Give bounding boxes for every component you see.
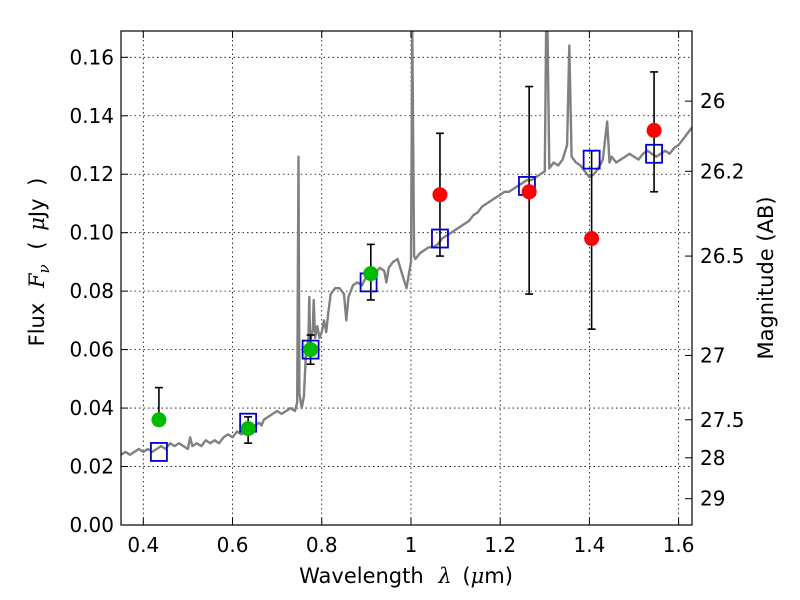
y2-tick-label: 29	[700, 487, 725, 511]
y-axis-title-symbol: F	[25, 272, 49, 289]
x-axis-title-symbol: λ	[437, 564, 451, 588]
infrared-data-point	[646, 122, 662, 138]
x-axis-title-prefix: Wavelength	[299, 564, 424, 588]
optical-data-point	[363, 266, 379, 282]
model-photometry-square	[645, 143, 663, 164]
plot-background	[121, 31, 692, 525]
optical-data-point	[151, 412, 167, 428]
y2-axis-title: Magnitude (AB)	[754, 196, 778, 359]
y2-tick-label: 28	[700, 446, 725, 470]
infrared-data-point	[584, 231, 600, 247]
y-axis-title-unit-rest: Jy	[25, 198, 49, 219]
y2-tick-label: 26.5	[700, 244, 745, 268]
x-axis-title: Wavelength λ (μm)	[299, 564, 513, 588]
x-tick-label: 0.8	[306, 533, 338, 557]
model-photometry-square	[582, 149, 601, 170]
y-tick-label: 0.12	[69, 162, 114, 186]
y-tick-label: 0.06	[69, 338, 114, 362]
model-photometry-square	[431, 228, 449, 249]
model-spectrum-line	[121, 31, 692, 456]
y-axis-title: Flux Fν ( μJy )	[25, 178, 54, 347]
y-tick-label: 0.14	[69, 104, 114, 128]
y-tick-label: 0.10	[69, 221, 114, 245]
infrared-data-point	[432, 187, 448, 203]
y-axis-title-unit-open: (	[25, 241, 49, 249]
optical-data-point	[240, 421, 256, 437]
axis-ticks: 0.4 0.6 0.8 1 1.2 1.4 1.6 0.00 0.02 0.04 0.06 0.08 0…	[69, 31, 745, 557]
y-axis-title-unit-mu: μ	[25, 217, 49, 231]
x-axis-title-unit-open: (	[462, 564, 470, 588]
y-tick-label: 0.00	[69, 513, 114, 537]
x-tick-label: 0.4	[127, 533, 159, 557]
data-layer	[121, 31, 692, 456]
y-tick-label: 0.16	[69, 45, 114, 69]
x-tick-label: 1	[405, 533, 418, 557]
x-axis-title-unit-rest: m)	[484, 564, 513, 588]
x-tick-label: 0.6	[217, 533, 249, 557]
data-markers	[150, 122, 663, 462]
x-tick-label: 1.2	[484, 533, 516, 557]
model-photometry-square	[301, 339, 320, 360]
optical-data-point	[303, 342, 319, 358]
y-tick-label: 0.04	[69, 396, 114, 420]
model-photometry-square	[150, 442, 168, 462]
plot-frame	[120, 30, 693, 526]
y2-tick-label: 27.5	[700, 408, 745, 432]
infrared-data-point	[521, 184, 537, 200]
y-axis-title-prefix: Flux	[25, 303, 49, 347]
x-axis-title-unit-mu: μ	[471, 564, 485, 588]
x-tick-label: 1.6	[663, 533, 695, 557]
y-tick-label: 0.08	[69, 279, 114, 303]
y-tick-label: 0.02	[69, 455, 114, 479]
y-axis-title-subscript: ν	[35, 264, 53, 273]
y2-tick-label: 27	[700, 343, 725, 367]
x-tick-label: 1.4	[573, 533, 605, 557]
y-axis-title-unit-close: )	[25, 178, 49, 186]
y2-tick-label: 26	[700, 89, 725, 113]
y2-tick-label: 26.2	[700, 159, 745, 183]
